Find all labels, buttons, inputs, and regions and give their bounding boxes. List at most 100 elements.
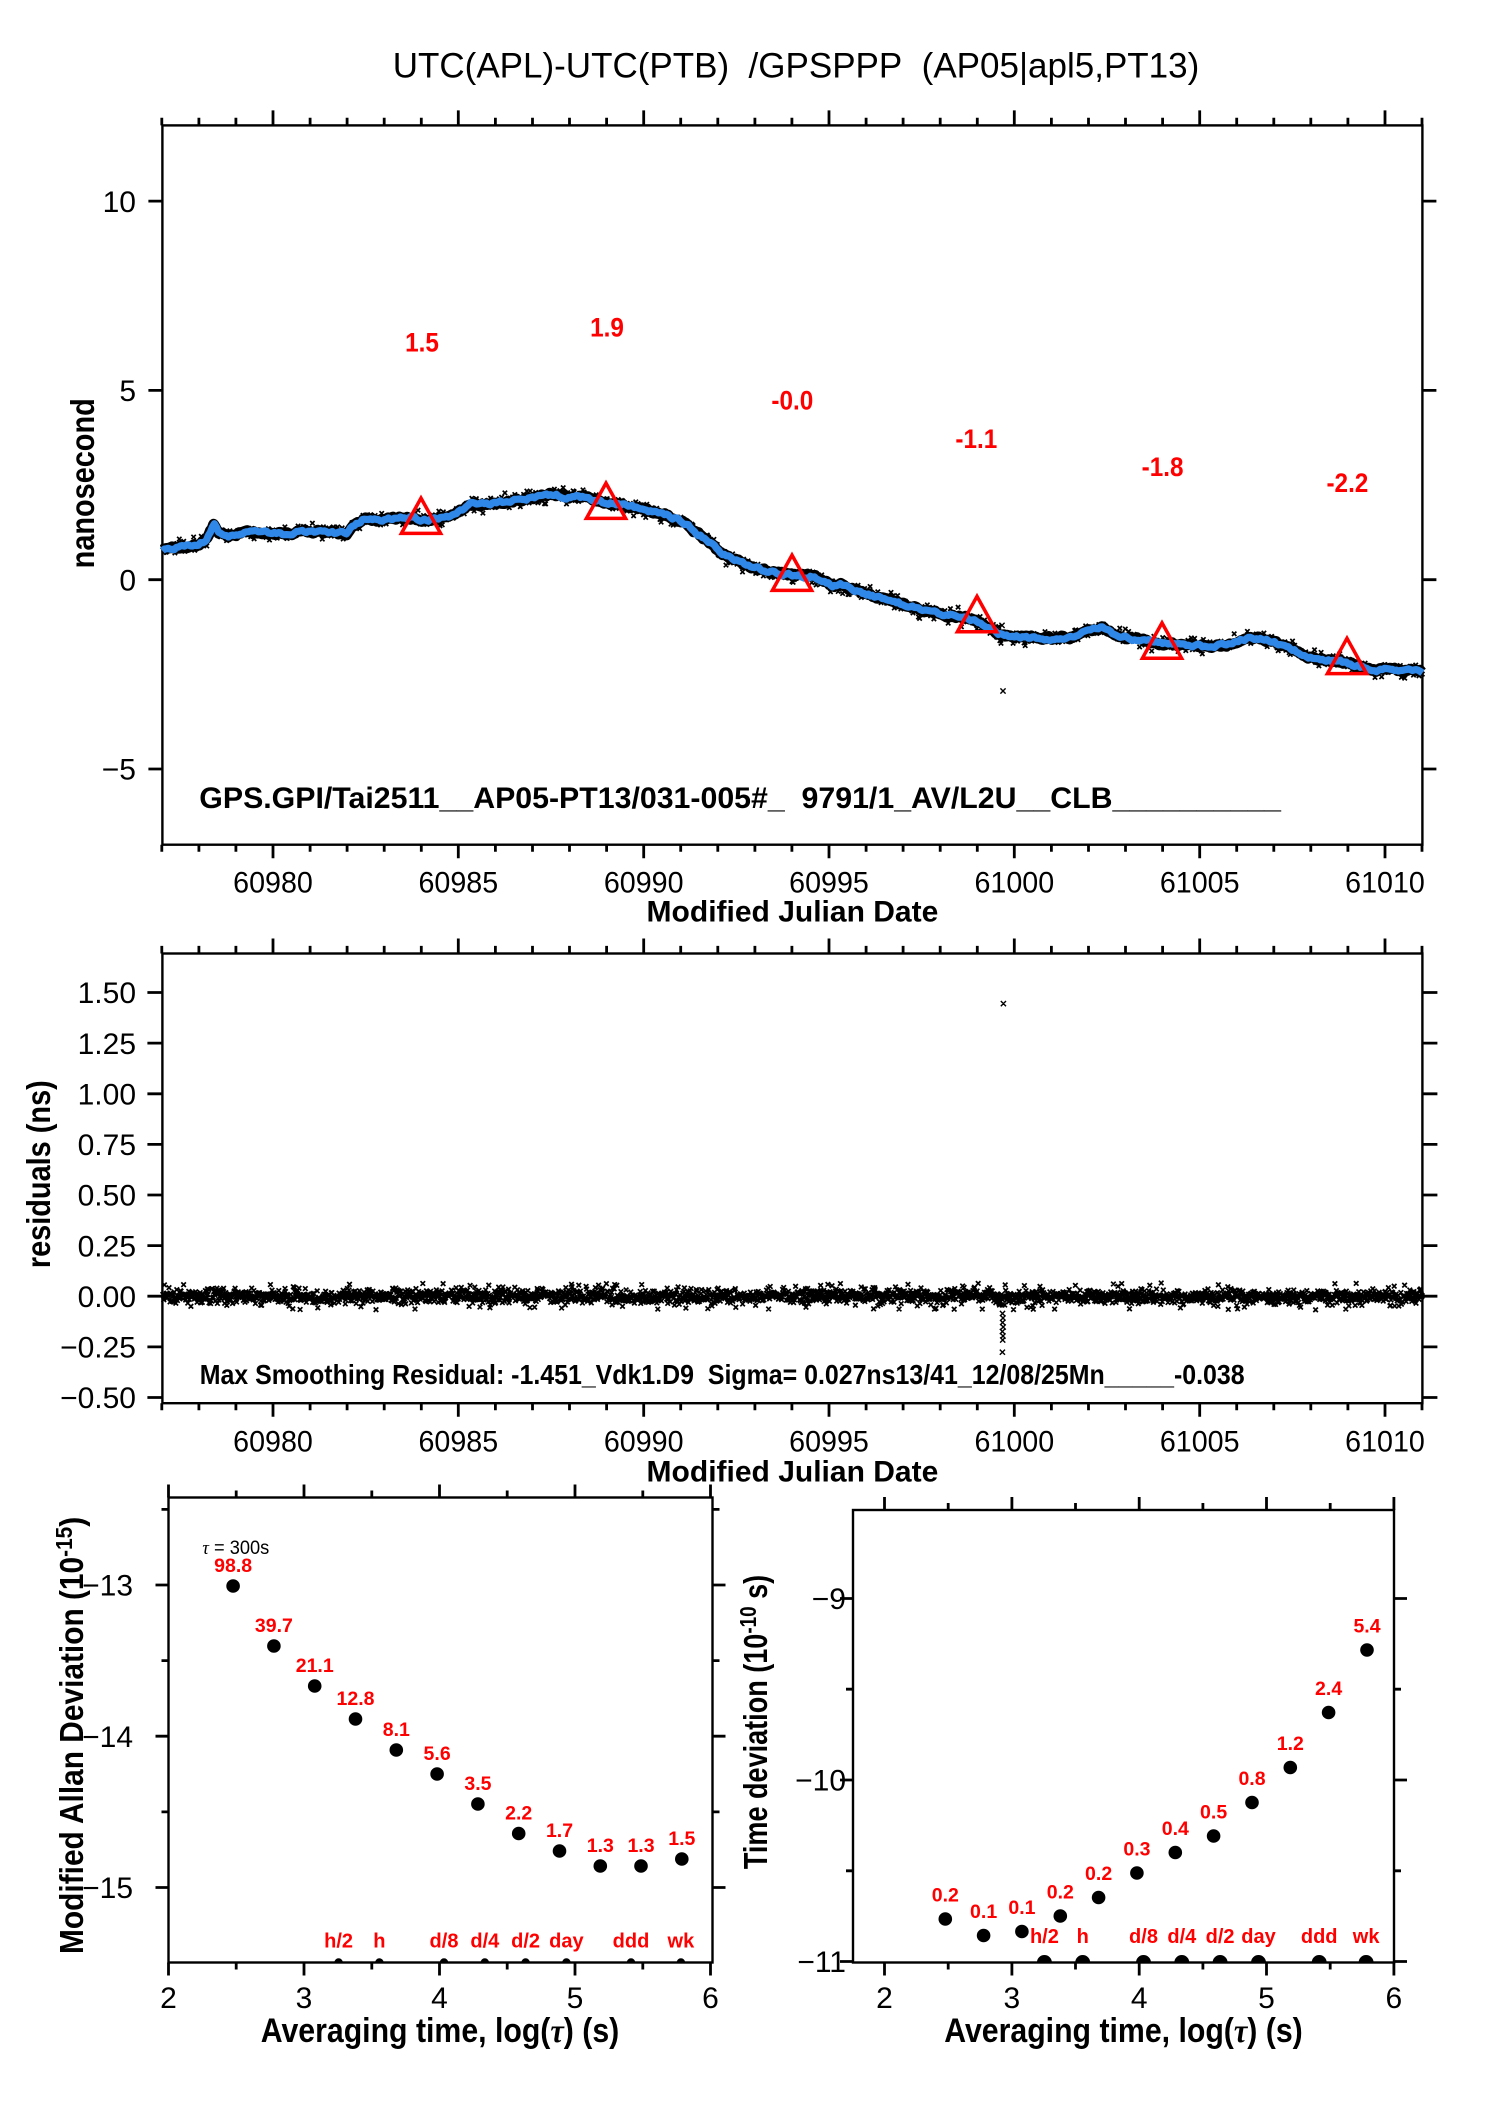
svg-text:0.75: 0.75 <box>78 1129 136 1162</box>
svg-text:GPS.GPI/Tai2511__AP05-PT13/031: GPS.GPI/Tai2511__AP05-PT13/031-005#_ 979… <box>199 782 1282 815</box>
svg-text:8.1: 8.1 <box>383 1719 410 1741</box>
svg-text:60980: 60980 <box>233 1425 313 1459</box>
svg-text:60995: 60995 <box>789 1425 869 1459</box>
svg-text:Modified Julian Date: Modified Julian Date <box>647 896 939 929</box>
svg-text:0.50: 0.50 <box>78 1180 136 1213</box>
svg-text:3: 3 <box>296 1982 313 2015</box>
svg-text:−0.50: −0.50 <box>60 1382 136 1415</box>
svg-text:h/2: h/2 <box>324 1931 353 1953</box>
svg-text:-1.8: -1.8 <box>1142 453 1184 482</box>
svg-text:5: 5 <box>567 1982 584 2015</box>
svg-text:−10: −10 <box>795 1765 846 1798</box>
svg-text:Modified Allan Deviation (10-1: Modified Allan Deviation (10-15) <box>51 1517 90 1954</box>
svg-text:residuals (ns): residuals (ns) <box>20 1080 57 1268</box>
svg-text:0.5: 0.5 <box>1200 1801 1227 1823</box>
svg-text:2.4: 2.4 <box>1315 1678 1342 1700</box>
svg-text:0: 0 <box>119 564 136 597</box>
svg-text:wk: wk <box>667 1931 696 1953</box>
svg-text:0.8: 0.8 <box>1238 1768 1265 1790</box>
svg-text:day: day <box>1241 1926 1276 1948</box>
svg-text:−11: −11 <box>797 1946 846 1979</box>
svg-text:Averaging time, log(τ) (s): Averaging time, log(τ) (s) <box>261 2011 620 2049</box>
svg-text:2: 2 <box>876 1982 893 2015</box>
svg-text:d/8: d/8 <box>1129 1926 1158 1948</box>
svg-text:−5: −5 <box>102 754 136 787</box>
svg-text:3.5: 3.5 <box>464 1773 491 1795</box>
svg-text:1.5: 1.5 <box>405 328 439 357</box>
svg-text:1.3: 1.3 <box>627 1835 654 1857</box>
svg-text:61005: 61005 <box>1160 1425 1240 1459</box>
svg-text:−14: −14 <box>82 1721 133 1754</box>
svg-text:5.4: 5.4 <box>1353 1615 1380 1637</box>
svg-text:nanosecond: nanosecond <box>64 398 101 568</box>
svg-text:1.9: 1.9 <box>590 314 624 343</box>
svg-text:60980: 60980 <box>233 866 313 900</box>
svg-text:61010: 61010 <box>1345 866 1425 900</box>
svg-text:1.3: 1.3 <box>587 1835 614 1857</box>
svg-text:4: 4 <box>431 1982 448 2015</box>
svg-text:h: h <box>1077 1926 1089 1948</box>
svg-text:10: 10 <box>103 186 136 219</box>
svg-text:60990: 60990 <box>604 866 684 900</box>
svg-text:ddd: ddd <box>613 1931 650 1953</box>
svg-text:5: 5 <box>119 375 136 408</box>
svg-text:−0.25: −0.25 <box>60 1332 136 1365</box>
svg-text:1.7: 1.7 <box>546 1820 573 1842</box>
svg-text:0.4: 0.4 <box>1162 1818 1189 1840</box>
svg-text:0.1: 0.1 <box>1008 1897 1035 1919</box>
svg-text:d/8: d/8 <box>430 1931 459 1953</box>
svg-text:ddd: ddd <box>1301 1926 1338 1948</box>
svg-text:0.1: 0.1 <box>970 1901 997 1923</box>
svg-text:-1.1: -1.1 <box>955 425 997 454</box>
svg-text:60990: 60990 <box>604 1425 684 1459</box>
svg-text:60985: 60985 <box>418 1425 498 1459</box>
svg-text:0.2: 0.2 <box>932 1884 959 1906</box>
svg-text:12.8: 12.8 <box>337 1688 375 1710</box>
svg-text:d/2: d/2 <box>1206 1926 1235 1948</box>
svg-text:day: day <box>549 1931 584 1953</box>
svg-text:0.2: 0.2 <box>1047 1881 1074 1903</box>
svg-text:−13: −13 <box>82 1570 133 1603</box>
svg-text:0.00: 0.00 <box>78 1281 136 1314</box>
svg-text:21.1: 21.1 <box>296 1655 334 1677</box>
svg-text:5.6: 5.6 <box>424 1743 451 1765</box>
svg-text:5: 5 <box>1258 1982 1275 2015</box>
svg-text:60995: 60995 <box>789 866 869 900</box>
svg-text:UTC(APL)-UTC(PTB) /GPSPPP (A: UTC(APL)-UTC(PTB) /GPSPPP (AP05|apl5,PT1… <box>393 47 1200 86</box>
svg-text:-2.2: -2.2 <box>1326 469 1368 498</box>
svg-text:−15: −15 <box>82 1872 133 1905</box>
svg-text:1.5: 1.5 <box>668 1828 695 1850</box>
svg-text:2.2: 2.2 <box>505 1803 532 1825</box>
svg-text:6: 6 <box>702 1982 719 2015</box>
svg-text:d/4: d/4 <box>470 1931 500 1953</box>
svg-text:h/2: h/2 <box>1030 1926 1059 1948</box>
svg-text:61005: 61005 <box>1160 866 1240 900</box>
svg-text:3: 3 <box>1004 1982 1021 2015</box>
svg-text:1.50: 1.50 <box>78 977 136 1010</box>
svg-text:6: 6 <box>1386 1982 1403 2015</box>
svg-text:0.2: 0.2 <box>1085 1863 1112 1885</box>
svg-text:Averaging time, log(τ) (s): Averaging time, log(τ) (s) <box>944 2011 1303 2049</box>
svg-text:d/4: d/4 <box>1167 1926 1197 1948</box>
svg-text:1.2: 1.2 <box>1277 1733 1304 1755</box>
svg-text:wk: wk <box>1352 1926 1381 1948</box>
svg-text:61000: 61000 <box>974 866 1054 900</box>
svg-text:60985: 60985 <box>418 866 498 900</box>
svg-text:d/2: d/2 <box>511 1931 540 1953</box>
svg-text:Max Smoothing Residual: -1.451: Max Smoothing Residual: -1.451_Vdk1.D9 S… <box>200 1359 1245 1391</box>
svg-text:h: h <box>373 1931 385 1953</box>
svg-text:39.7: 39.7 <box>255 1615 293 1637</box>
svg-text:1.00: 1.00 <box>78 1079 136 1112</box>
svg-text:1.25: 1.25 <box>78 1028 136 1061</box>
svg-text:2: 2 <box>160 1982 177 2015</box>
svg-text:-0.0: -0.0 <box>771 387 813 416</box>
svg-text:61010: 61010 <box>1345 1425 1425 1459</box>
svg-text:98.8: 98.8 <box>214 1555 252 1577</box>
svg-text:−9: −9 <box>812 1583 846 1616</box>
svg-text:61000: 61000 <box>974 1425 1054 1459</box>
svg-text:Modified Julian Date: Modified Julian Date <box>647 1455 939 1488</box>
svg-text:4: 4 <box>1131 1982 1148 2015</box>
svg-text:0.3: 0.3 <box>1123 1838 1150 1860</box>
svg-text:τ = 300s: τ = 300s <box>202 1537 269 1559</box>
svg-text:0.25: 0.25 <box>78 1230 136 1263</box>
